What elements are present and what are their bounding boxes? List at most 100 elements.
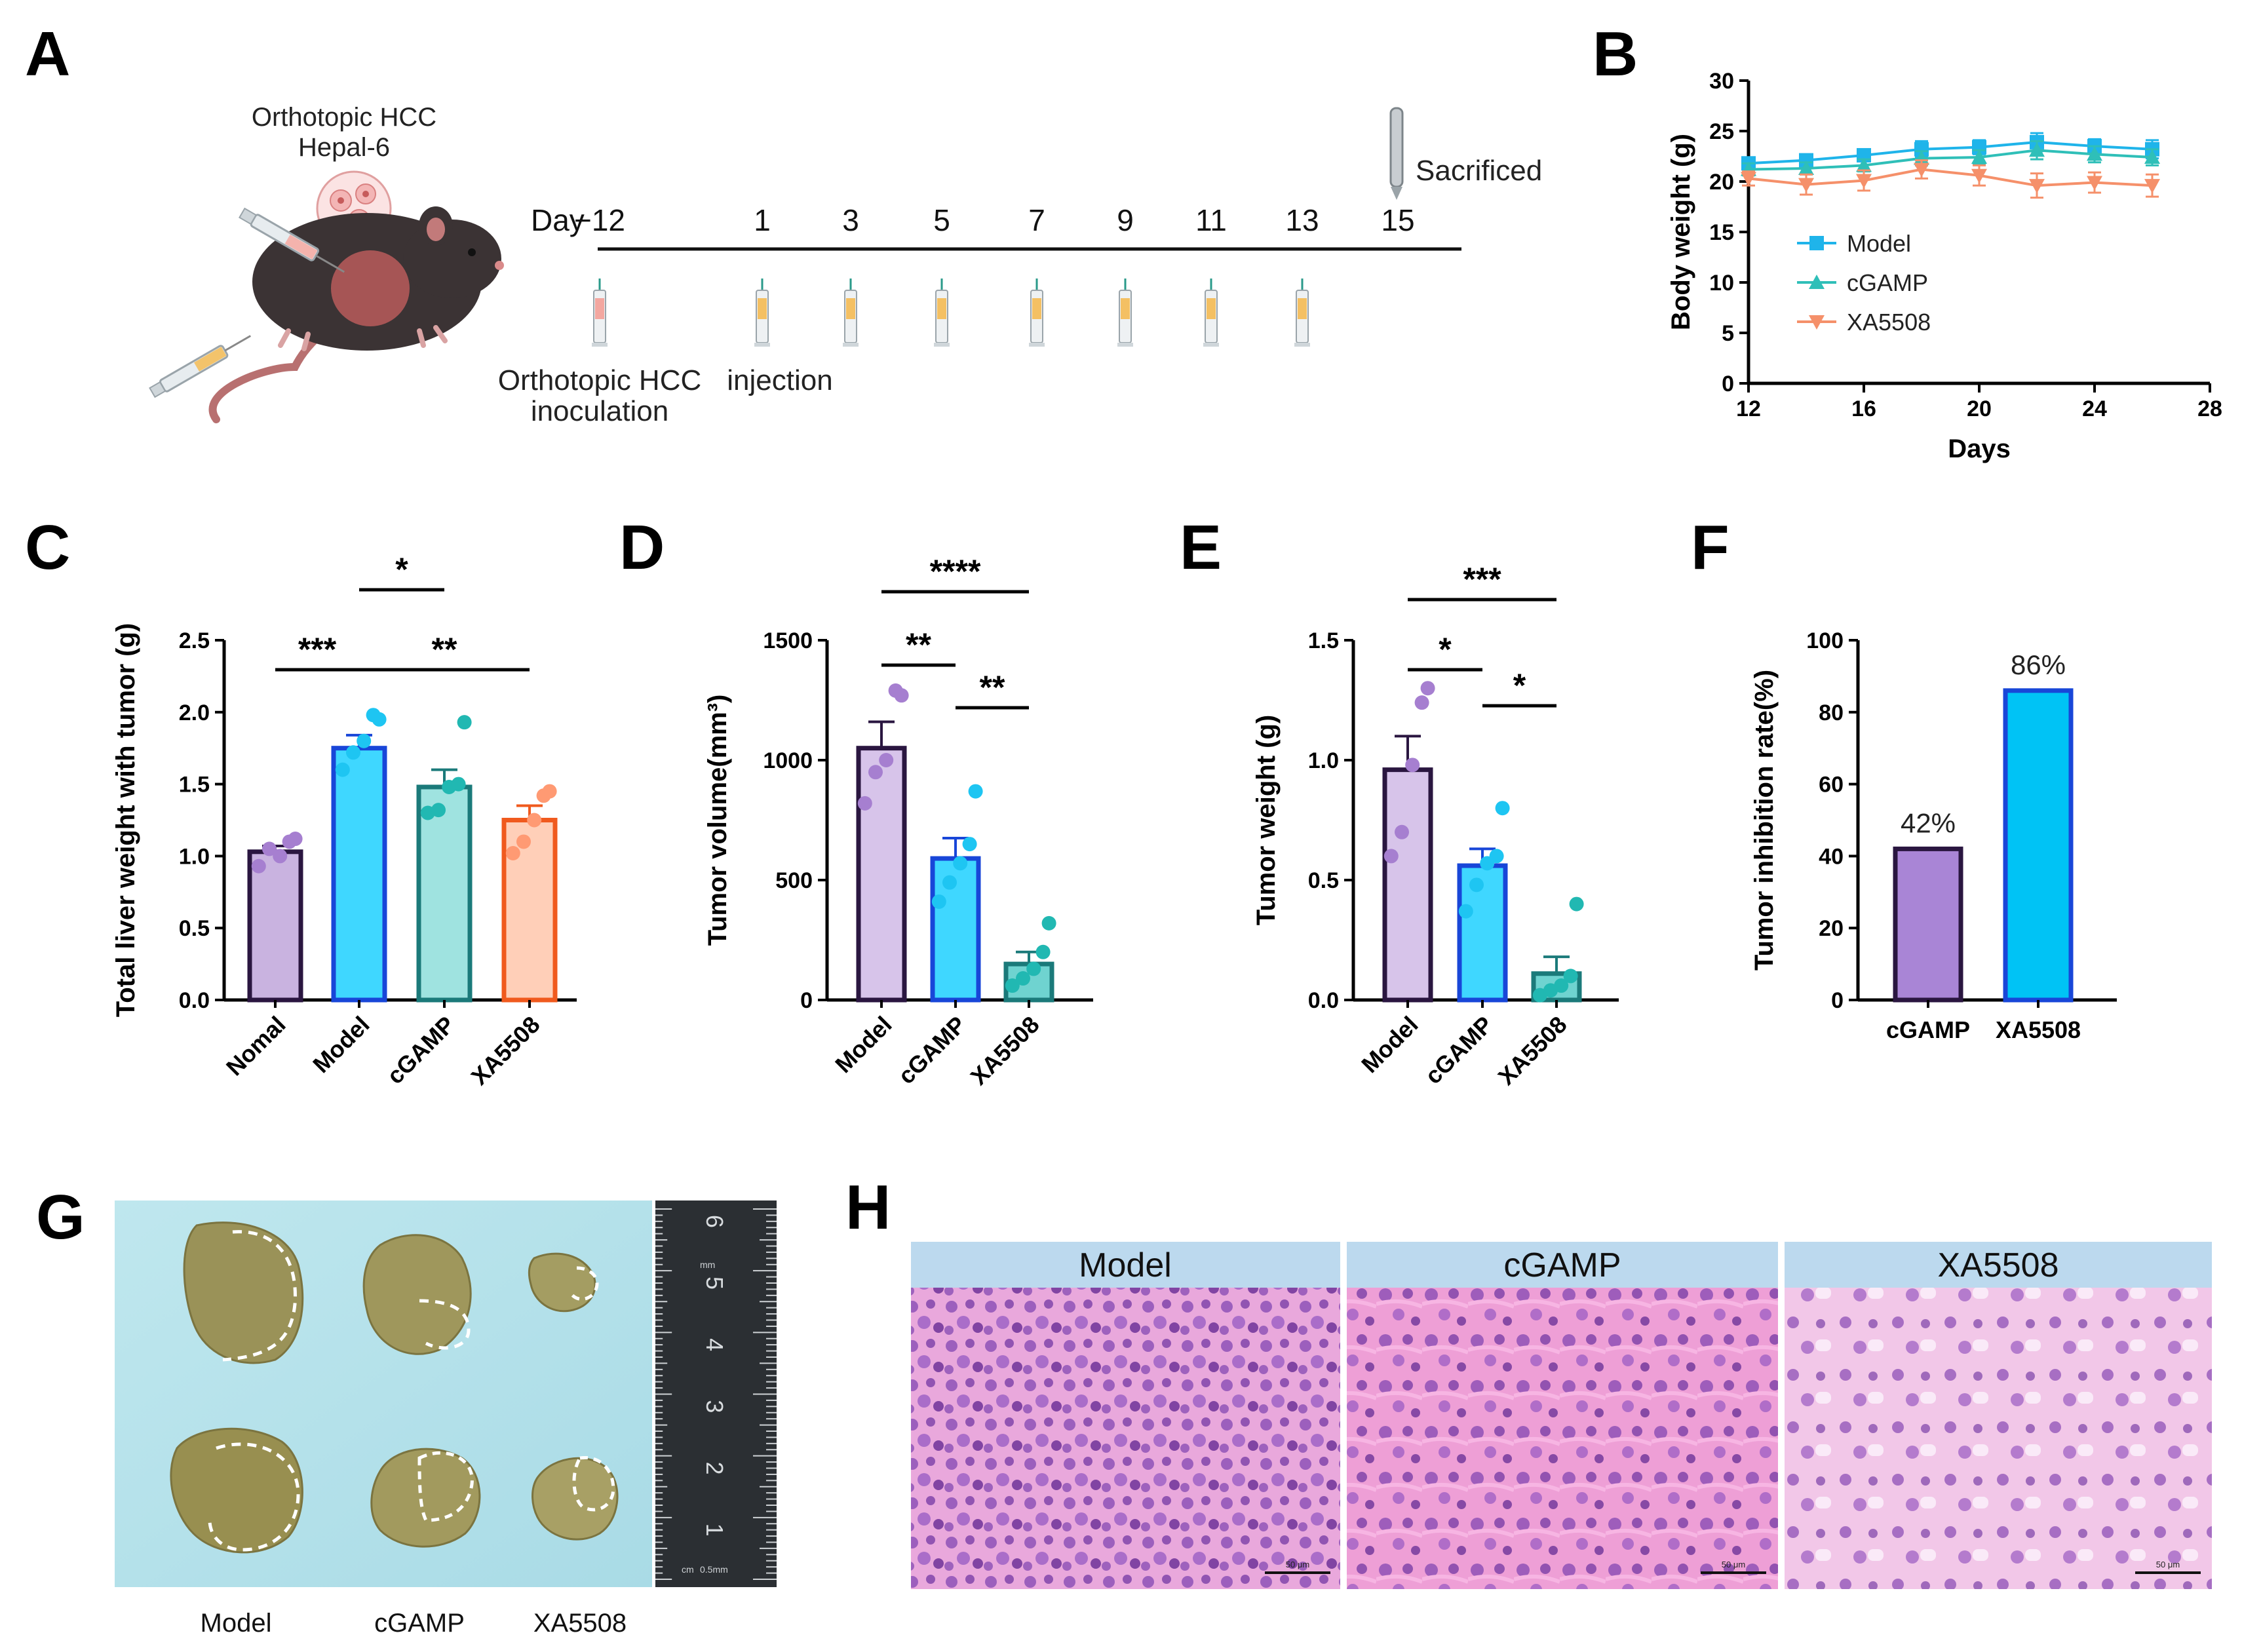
data-point bbox=[942, 875, 957, 890]
liver-specimen-model-1 bbox=[183, 1221, 304, 1364]
scale-bar-label-cgamp: 50 μm bbox=[1722, 1560, 1745, 1569]
y-tick-label: 500 bbox=[775, 868, 813, 893]
liver-specimen-cgamp-2 bbox=[370, 1448, 481, 1548]
significance-bracket: *** bbox=[275, 631, 359, 672]
data-point bbox=[1005, 978, 1020, 993]
category-label: XA5508 bbox=[466, 1011, 545, 1090]
data-point bbox=[1469, 877, 1484, 893]
significance-bracket: * bbox=[1482, 667, 1556, 708]
data-point bbox=[1799, 153, 1813, 168]
bar-group-cgamp: cGAMP bbox=[381, 715, 473, 1089]
model-label-line1: Orthotopic HCC bbox=[252, 103, 436, 132]
x-tick-label: 24 bbox=[2082, 396, 2107, 421]
y-axis-title: Tumor weight (g) bbox=[1252, 715, 1281, 925]
liver-specimen-xa5508-1 bbox=[528, 1252, 599, 1313]
panel-g-liver-photo: 6 5 4 3 2 1 mm cm 0.5mm Model cGAMP XA5508 bbox=[115, 1201, 777, 1638]
y-axis-title: Tumor volume(mm³) bbox=[703, 695, 732, 946]
data-point bbox=[879, 753, 894, 767]
data-point bbox=[2087, 146, 2102, 161]
injection-syringe-icon bbox=[934, 279, 950, 347]
timeline-day-label: 5 bbox=[933, 203, 950, 237]
injection-syringe-icon bbox=[754, 279, 770, 347]
data-point bbox=[1971, 149, 1987, 164]
bar-group-model: Model bbox=[307, 708, 387, 1079]
injection-syringe-icon bbox=[843, 279, 859, 347]
data-point bbox=[288, 832, 303, 847]
panel-letter-e: E bbox=[1180, 512, 1222, 583]
syringe-icon bbox=[239, 207, 345, 273]
data-point bbox=[1741, 172, 1756, 187]
timeline-syringes bbox=[592, 279, 1310, 347]
data-point bbox=[1026, 961, 1041, 976]
category-label: XA5508 bbox=[965, 1011, 1045, 1090]
category-label: cGAMP bbox=[1420, 1011, 1498, 1090]
category-label: XA5508 bbox=[1996, 1016, 2081, 1043]
y-tick-label: 1.5 bbox=[179, 773, 210, 797]
data-point bbox=[2144, 149, 2160, 164]
significance-label: *** bbox=[1463, 561, 1501, 598]
inoculation-label-line1: Orthotopic HCC bbox=[498, 364, 702, 396]
data-point bbox=[516, 834, 531, 849]
timeline-day-label: 9 bbox=[1117, 203, 1134, 237]
x-axis-title: Days bbox=[1948, 434, 2011, 463]
data-point bbox=[251, 858, 266, 874]
data-point bbox=[357, 733, 372, 748]
data-point bbox=[431, 803, 446, 818]
legend-entry-xa5508: XA5508 bbox=[1797, 309, 1931, 336]
data-point bbox=[457, 715, 472, 730]
legend-label: cGAMP bbox=[1847, 269, 1928, 296]
y-tick-label: 2.5 bbox=[179, 628, 210, 653]
significance-bracket: **** bbox=[881, 553, 1029, 594]
histology-image-xa5508 bbox=[1785, 1288, 2212, 1589]
scale-bar-label-model: 50 μm bbox=[1286, 1560, 1309, 1569]
data-point bbox=[527, 813, 542, 828]
data-point bbox=[1856, 174, 1872, 189]
y-tick-label: 80 bbox=[1819, 701, 1844, 725]
significance-bracket: ** bbox=[956, 669, 1029, 710]
significance-bracket: * bbox=[359, 551, 444, 592]
significance-label: * bbox=[395, 551, 408, 588]
histology-image-cgamp bbox=[1347, 1288, 1778, 1589]
ruler-number: 4 bbox=[701, 1338, 728, 1351]
data-point bbox=[1856, 157, 1872, 172]
data-point bbox=[2029, 179, 2045, 194]
significance-bracket: ** bbox=[359, 631, 530, 672]
data-point bbox=[542, 784, 557, 799]
panel-letter-d: D bbox=[619, 512, 665, 583]
data-point bbox=[262, 841, 277, 856]
chart-c-liver-weight: 0.0 0.5 1.0 1.5 2.0 2.5 Total liver weight wit… bbox=[111, 551, 577, 1090]
data-point bbox=[1569, 896, 1584, 912]
bar bbox=[856, 746, 907, 1003]
category-label: Nomal bbox=[221, 1011, 291, 1081]
y-tick-label: 1.0 bbox=[179, 844, 210, 869]
y-tick-label: 0.5 bbox=[1308, 868, 1339, 893]
bar bbox=[2003, 688, 2074, 1003]
value-label: 86% bbox=[2011, 649, 2066, 680]
timeline-day-label: 11 bbox=[1195, 203, 1227, 237]
ruler-numbers: 6 5 4 3 2 1 mm cm 0.5mm bbox=[682, 1215, 728, 1575]
significance-bracket: *** bbox=[1408, 561, 1556, 602]
injection-syringe-icon bbox=[1029, 279, 1045, 347]
data-point bbox=[1914, 163, 1929, 178]
model-label-line2: Hepal-6 bbox=[298, 133, 390, 162]
category-label: Model bbox=[307, 1011, 375, 1079]
photo-label-xa5508: XA5508 bbox=[533, 1609, 627, 1638]
ruler-unit-mm: mm bbox=[700, 1259, 715, 1270]
significance-label: ** bbox=[980, 669, 1005, 706]
y-tick-label: 30 bbox=[1709, 69, 1734, 94]
bar-group-model: Model bbox=[830, 683, 909, 1078]
bar-group-model: Model bbox=[1356, 681, 1435, 1078]
y-tick-label: 0.0 bbox=[1308, 988, 1339, 1013]
data-point bbox=[1489, 849, 1504, 864]
data-point bbox=[1914, 142, 1929, 157]
y-tick-label: 20 bbox=[1709, 170, 1734, 195]
data-point bbox=[1041, 915, 1056, 931]
series-line bbox=[1748, 168, 2153, 187]
liver-specimen-xa5508-2 bbox=[532, 1455, 619, 1541]
panel-letter-a: A bbox=[25, 19, 70, 89]
ruler-number: 5 bbox=[701, 1277, 728, 1290]
bar-group-xa5508: 86% XA5508 bbox=[1996, 649, 2081, 1043]
data-point bbox=[2144, 179, 2160, 194]
ruler-number: 6 bbox=[701, 1215, 728, 1228]
